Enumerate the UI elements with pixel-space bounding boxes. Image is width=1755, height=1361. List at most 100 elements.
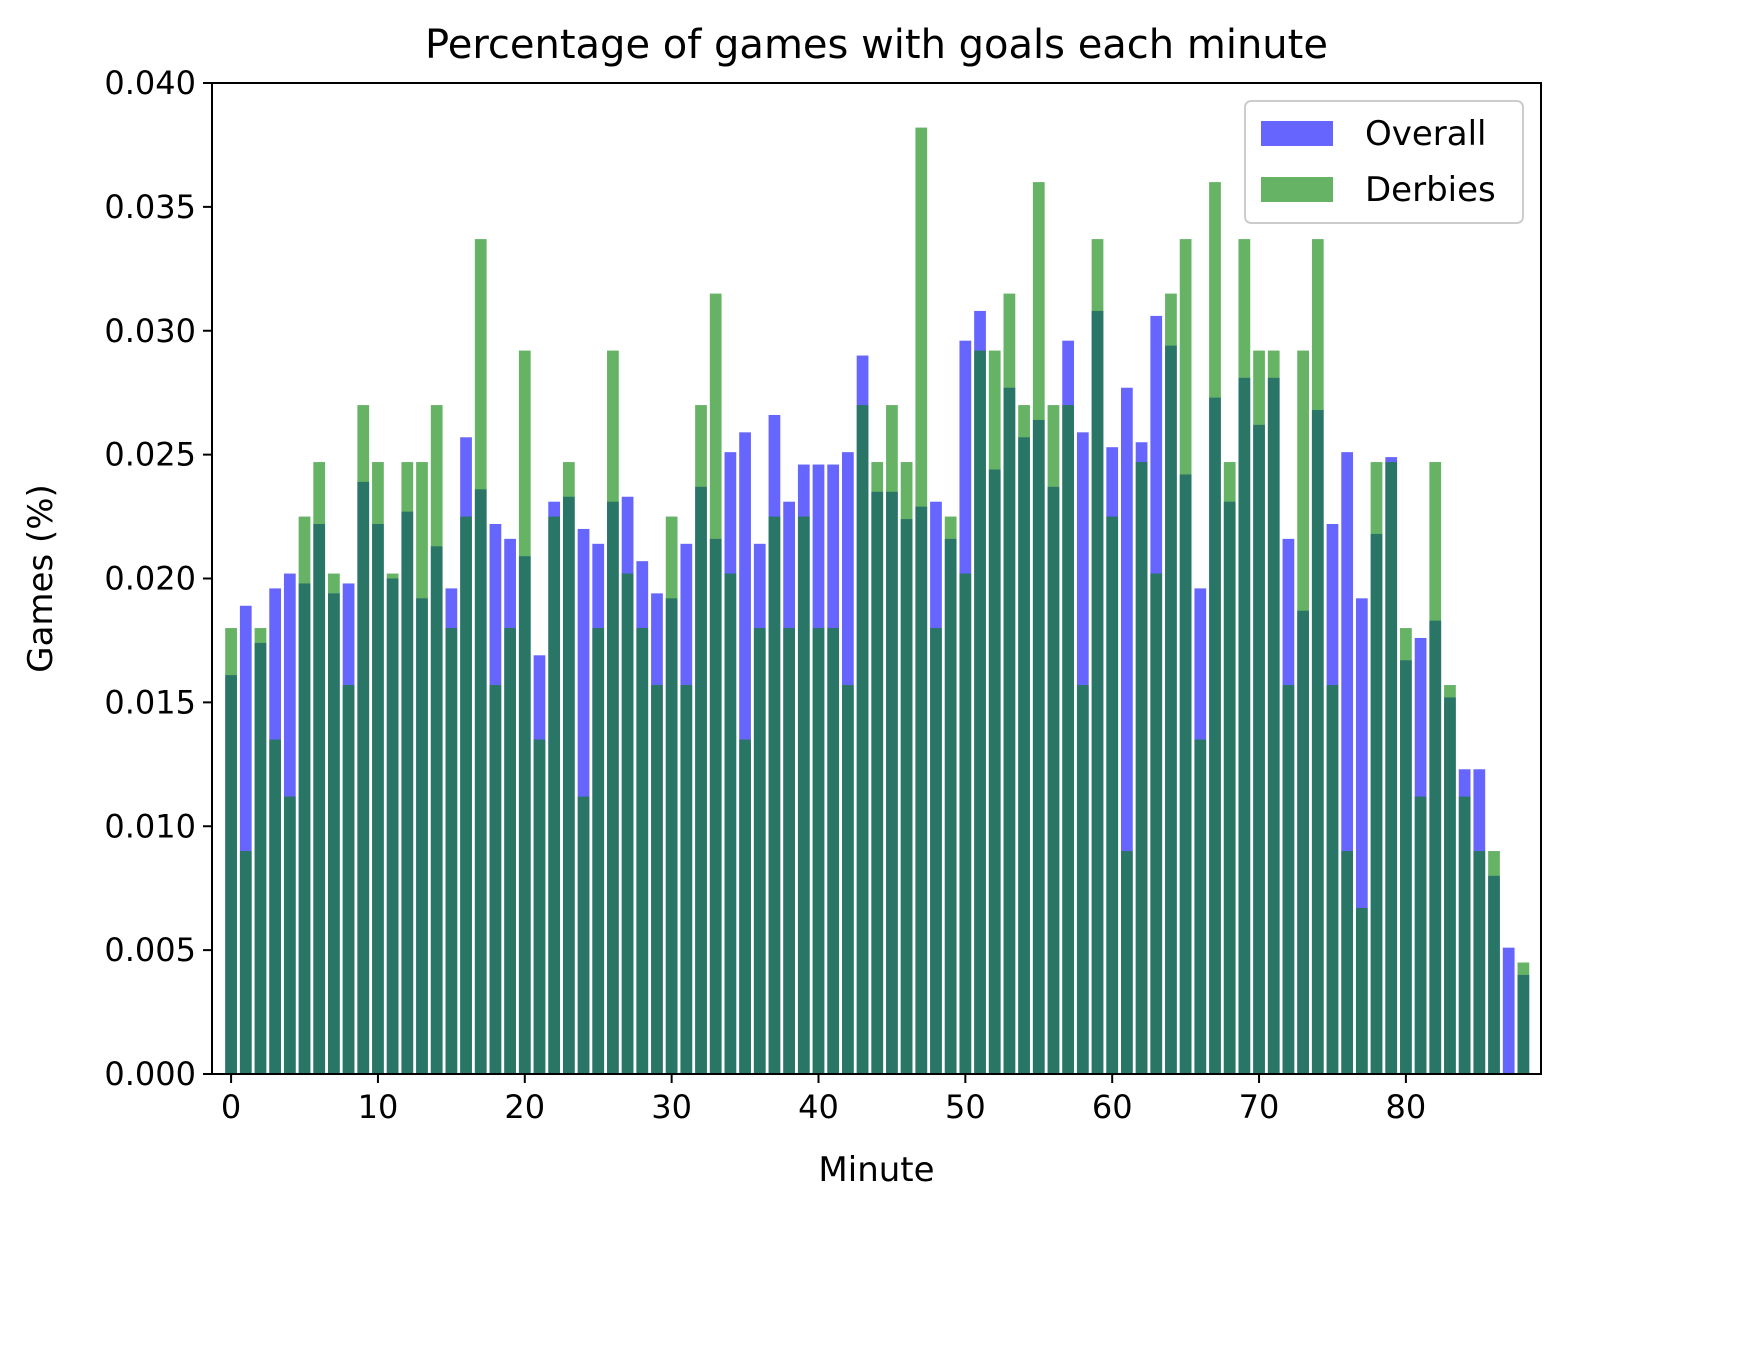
bar-derbies-45 bbox=[886, 405, 898, 1074]
bar-derbies-50 bbox=[959, 573, 972, 1074]
bar-derbies-68 bbox=[1223, 462, 1236, 1074]
bar-derbies-44 bbox=[871, 462, 884, 1074]
bar-derbies-10 bbox=[372, 462, 384, 1074]
bar-derbies-23 bbox=[562, 462, 575, 1074]
bar-derbies-56 bbox=[1047, 405, 1060, 1074]
bar-derbies-85 bbox=[1473, 851, 1486, 1074]
bar-derbies-15 bbox=[445, 628, 458, 1074]
x-tick-label: 10 bbox=[358, 1088, 399, 1126]
x-tick-label: 40 bbox=[798, 1088, 839, 1126]
x-tick-label: 70 bbox=[1239, 1088, 1280, 1126]
x-axis: 0 10 20 30 40 50 60 70 80 bbox=[221, 1074, 1426, 1126]
bar-derbies-27 bbox=[621, 573, 634, 1074]
y-axis: 0.000 0.005 0.010 0.015 0.020 0.025 0.030 0.035… bbox=[104, 64, 212, 1093]
bar-derbies-36 bbox=[753, 628, 766, 1074]
bar-derbies-73 bbox=[1297, 350, 1309, 1074]
bar-derbies-17 bbox=[474, 239, 487, 1074]
bar-derbies-5 bbox=[298, 516, 311, 1074]
bar-derbies-53 bbox=[1003, 293, 1016, 1074]
bar-derbies-35 bbox=[739, 739, 751, 1074]
bar-derbies-1 bbox=[239, 851, 252, 1074]
bar-derbies-82 bbox=[1429, 462, 1442, 1074]
x-axis-label: Minute bbox=[818, 1150, 934, 1190]
bar-derbies-86 bbox=[1488, 851, 1500, 1074]
bar-derbies-37 bbox=[768, 516, 781, 1074]
bar-derbies-19 bbox=[504, 628, 516, 1074]
bar-derbies-32 bbox=[695, 405, 707, 1074]
bar-derbies-69 bbox=[1238, 239, 1251, 1074]
bar-derbies-65 bbox=[1179, 239, 1192, 1074]
bar-derbies-41 bbox=[827, 628, 840, 1074]
bar-derbies-55 bbox=[1032, 182, 1045, 1075]
y-tick-label: 0.020 bbox=[104, 560, 196, 598]
bar-derbies-59 bbox=[1091, 239, 1104, 1074]
y-tick-label: 0.000 bbox=[104, 1055, 196, 1093]
bar-derbies-8 bbox=[342, 685, 355, 1074]
bar-derbies-62 bbox=[1135, 462, 1148, 1074]
bar-derbies-77 bbox=[1355, 908, 1368, 1074]
x-tick-label: 50 bbox=[945, 1088, 986, 1126]
x-tick-label: 0 bbox=[221, 1088, 241, 1126]
bar-overall-61 bbox=[1121, 387, 1133, 1074]
bar-derbies-6 bbox=[313, 462, 326, 1074]
bar-derbies-88 bbox=[1517, 962, 1530, 1074]
bar-derbies-3 bbox=[269, 739, 282, 1074]
bar-overall-77 bbox=[1355, 598, 1368, 1074]
bar-derbies-51 bbox=[974, 350, 986, 1074]
bar-derbies-9 bbox=[357, 405, 370, 1074]
y-tick-label: 0.010 bbox=[104, 807, 196, 845]
bar-derbies-20 bbox=[518, 350, 531, 1074]
bar-derbies-66 bbox=[1194, 739, 1207, 1074]
bar-overall-87 bbox=[1502, 947, 1515, 1074]
bar-derbies-29 bbox=[651, 685, 663, 1074]
bar-derbies-43 bbox=[856, 405, 869, 1074]
y-tick-label: 0.005 bbox=[104, 931, 196, 969]
bar-derbies-4 bbox=[283, 796, 296, 1074]
bar-derbies-54 bbox=[1018, 405, 1030, 1074]
bar-derbies-0 bbox=[225, 628, 237, 1074]
bar-derbies-34 bbox=[724, 573, 737, 1074]
bar-derbies-52 bbox=[988, 350, 1001, 1074]
x-tick-label: 30 bbox=[651, 1088, 692, 1126]
bar-derbies-26 bbox=[607, 350, 619, 1074]
legend: Overall Derbies bbox=[1244, 100, 1524, 224]
bar-derbies-70 bbox=[1253, 350, 1265, 1074]
bar-derbies-46 bbox=[900, 462, 913, 1074]
legend-swatch-overall bbox=[1261, 121, 1333, 146]
bar-derbies-11 bbox=[386, 573, 399, 1074]
y-tick-label: 0.015 bbox=[104, 683, 196, 721]
bar-derbies-7 bbox=[328, 573, 340, 1074]
bar-derbies-16 bbox=[460, 516, 472, 1074]
series-derbies bbox=[225, 127, 1530, 1075]
y-tick-label: 0.035 bbox=[104, 188, 196, 226]
bar-derbies-13 bbox=[416, 462, 428, 1074]
bar-derbies-75 bbox=[1326, 685, 1339, 1074]
bar-derbies-33 bbox=[709, 293, 722, 1074]
bar-derbies-22 bbox=[548, 516, 561, 1074]
bar-derbies-80 bbox=[1400, 628, 1412, 1074]
bar-derbies-84 bbox=[1458, 796, 1471, 1074]
bar-derbies-42 bbox=[841, 685, 854, 1074]
bar-derbies-78 bbox=[1370, 462, 1383, 1074]
bar-derbies-48 bbox=[930, 628, 942, 1074]
bars-group bbox=[225, 127, 1530, 1075]
x-tick-label: 80 bbox=[1386, 1088, 1427, 1126]
legend-label-overall: Overall bbox=[1365, 114, 1487, 154]
bar-derbies-12 bbox=[401, 462, 414, 1074]
bar-derbies-40 bbox=[812, 628, 825, 1074]
bar-derbies-28 bbox=[636, 628, 649, 1074]
bar-derbies-14 bbox=[430, 405, 443, 1074]
bar-derbies-30 bbox=[665, 516, 678, 1074]
bar-derbies-38 bbox=[783, 628, 795, 1074]
bar-derbies-61 bbox=[1121, 851, 1133, 1074]
bar-derbies-31 bbox=[680, 685, 693, 1074]
x-tick-label: 20 bbox=[504, 1088, 545, 1126]
bar-derbies-58 bbox=[1076, 685, 1089, 1074]
bar-derbies-25 bbox=[592, 628, 605, 1074]
bar-derbies-76 bbox=[1341, 851, 1354, 1074]
bar-overall-76 bbox=[1341, 452, 1354, 1075]
bar-derbies-24 bbox=[577, 796, 590, 1074]
bar-derbies-57 bbox=[1062, 405, 1075, 1074]
bar-derbies-79 bbox=[1385, 462, 1398, 1074]
bar-derbies-60 bbox=[1106, 516, 1119, 1074]
